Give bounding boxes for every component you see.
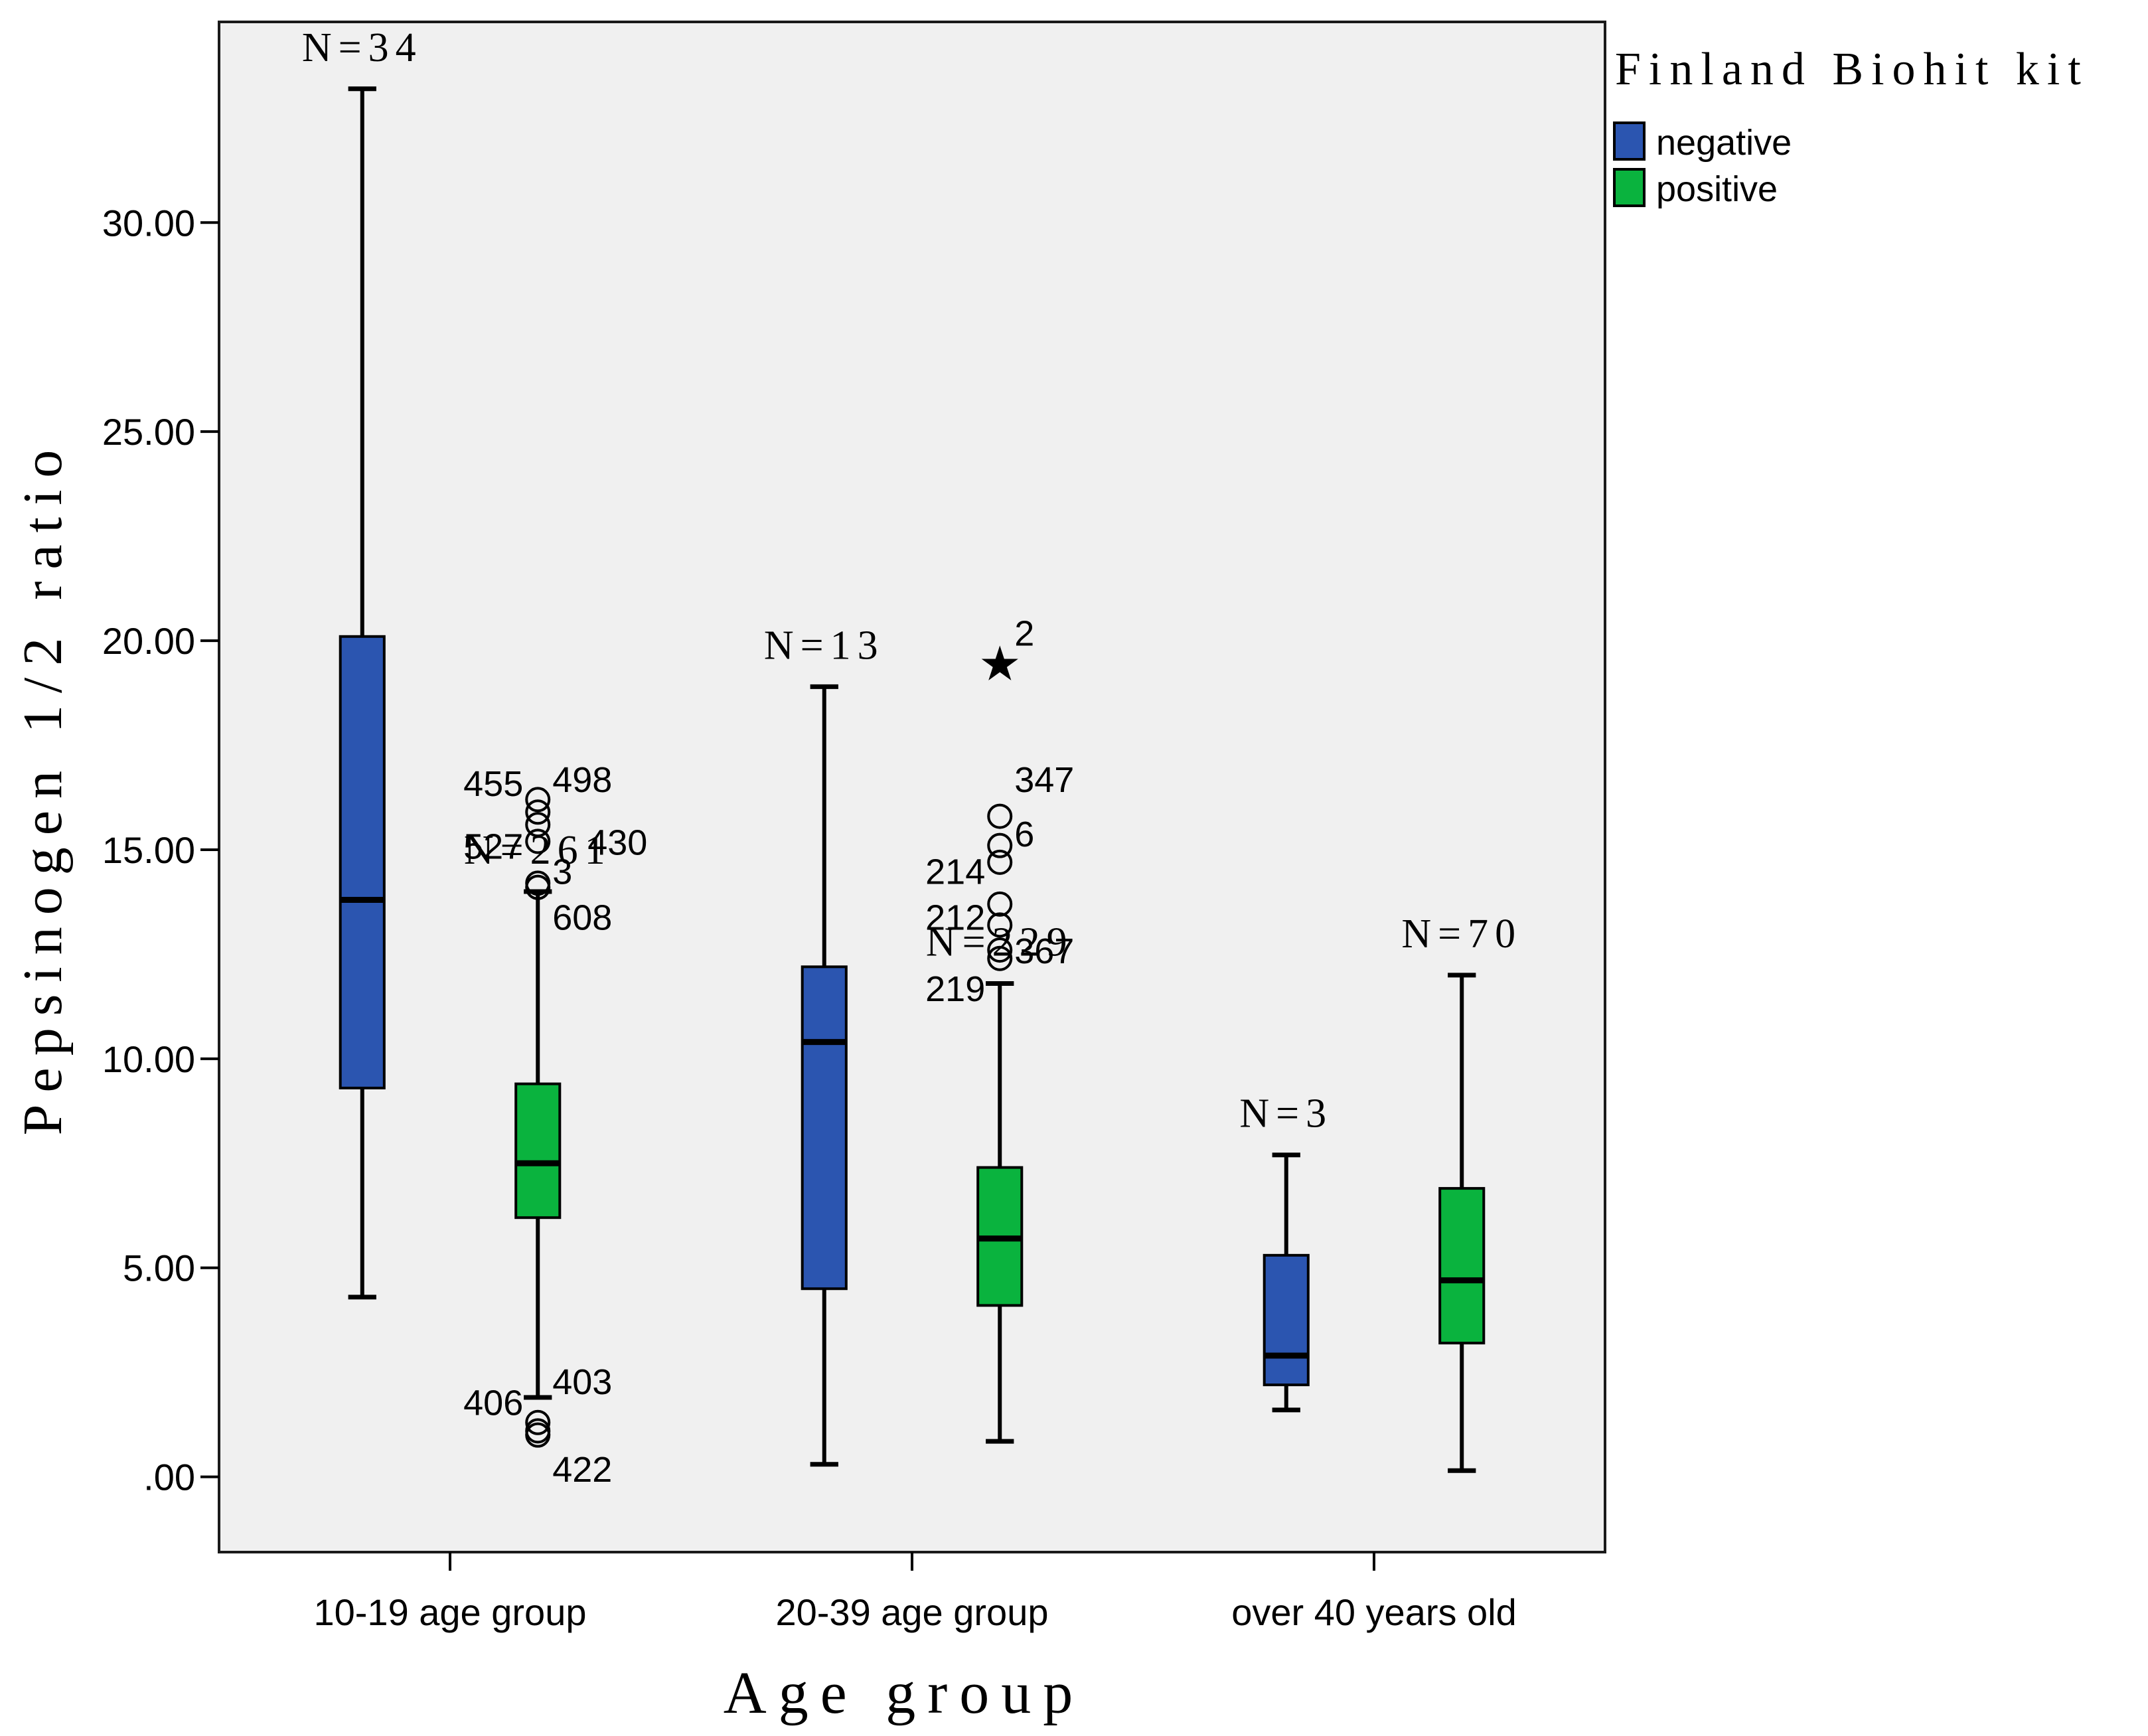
box-body	[339, 635, 386, 1089]
n-label: N=70	[1401, 911, 1522, 957]
outlier-point	[525, 829, 551, 854]
y-tick-label: 25.00	[102, 411, 195, 453]
legend: Finland Biohit kit negative positive	[1613, 44, 2089, 209]
box-negative-1: N=13	[764, 623, 885, 1467]
outlier-point	[987, 891, 1013, 917]
y-axis-title: Pepsinogen 1/2 ratio	[12, 438, 74, 1136]
box-negative-2: N=3	[1239, 1091, 1333, 1413]
y-tick-label: 5.00	[123, 1247, 195, 1289]
outlier-point	[987, 937, 1013, 963]
outlier-label: 608	[552, 898, 612, 938]
box-positive-1: N=229 ★ 347 6 214 212 367 219 2	[925, 613, 1074, 1444]
y-tick-label: 10.00	[102, 1038, 195, 1080]
outlier-label: 6	[1014, 815, 1034, 854]
x-tick-label: over 40 years old	[1231, 1591, 1517, 1633]
outlier-label: 455	[463, 764, 523, 804]
x-axis-title: Age group	[724, 1660, 1085, 1726]
extreme-point: ★	[978, 637, 1022, 690]
outlier-label: 430	[587, 823, 647, 862]
outlier-point	[987, 912, 1013, 938]
legend-label-negative: negative	[1656, 123, 1792, 163]
outlier-label: 2	[1014, 613, 1034, 653]
y-tick-label: 30.00	[102, 202, 195, 244]
outlier-label: 219	[925, 969, 985, 1009]
outlier-point	[525, 874, 551, 900]
n-label: N=34	[302, 25, 423, 70]
outlier-point	[525, 1422, 551, 1448]
outlier-label: 422	[552, 1450, 612, 1490]
box-body	[1263, 1253, 1310, 1387]
outlier-point	[987, 945, 1013, 971]
x-tick-label: 10-19 age group	[313, 1591, 586, 1633]
box-body	[1438, 1187, 1486, 1345]
legend-swatch-positive	[1613, 168, 1646, 207]
outlier-label: 406	[463, 1383, 523, 1423]
legend-swatch-negative	[1613, 121, 1646, 161]
outlier-label: 214	[925, 852, 985, 892]
box-negative-0: N=34	[302, 25, 423, 1300]
n-label: N=3	[1239, 1091, 1333, 1137]
n-label: N=229	[926, 919, 1074, 965]
outlier-point	[987, 849, 1013, 875]
y-tick-label: 15.00	[102, 829, 195, 871]
outlier-label: 3	[552, 852, 572, 892]
outlier-label: 212	[925, 898, 985, 938]
outlier-point	[525, 812, 551, 838]
n-label: N=13	[764, 623, 885, 668]
outlier-label: 347	[1014, 760, 1074, 800]
outlier-point	[525, 1409, 551, 1435]
box-body	[514, 1082, 562, 1220]
outlier-label: 367	[1014, 931, 1074, 971]
y-tick-label: 20.00	[102, 620, 195, 662]
outlier-label: 498	[552, 760, 612, 800]
plot-area	[218, 21, 1606, 1553]
outlier-label: 403	[552, 1362, 612, 1402]
x-tick-label: 20-39 age group	[775, 1591, 1048, 1633]
outlier-point	[525, 787, 551, 813]
y-axis: .00 5.00 10.00 15.00 20.00 25.00 30.00	[102, 202, 219, 1498]
outlier-point	[987, 803, 1013, 829]
outlier-label: 527	[463, 827, 523, 867]
y-tick-label: .00	[143, 1457, 195, 1498]
x-axis: 10-19 age group 20-39 age group over 40 ye…	[313, 1552, 1517, 1633]
legend-title: Finland Biohit kit	[1615, 44, 2089, 95]
outlier-point	[525, 799, 551, 825]
outlier-point	[987, 832, 1013, 858]
legend-label-positive: positive	[1656, 169, 1778, 209]
box-positive-2: N=70	[1401, 911, 1522, 1473]
box-body	[801, 965, 848, 1291]
